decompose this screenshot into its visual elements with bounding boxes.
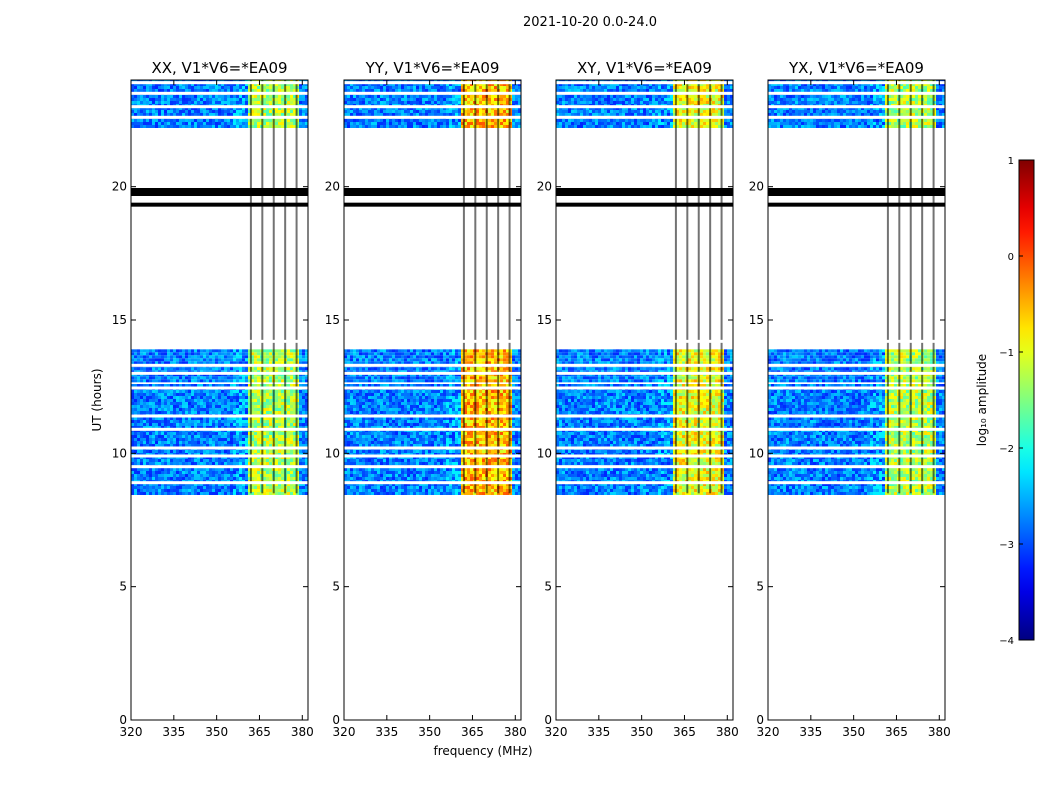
x-tick-label: 350	[842, 725, 865, 739]
y-tick-label: 10	[112, 446, 127, 460]
colorbar: 1 0 −1 −2 −3 −4	[999, 156, 1035, 647]
panel-frame	[343, 79, 522, 721]
x-tick-label: 365	[461, 725, 484, 739]
x-tick-label: 380	[504, 725, 527, 739]
x-tick-label: 335	[375, 725, 398, 739]
colorbar-tick-label: −2	[999, 444, 1014, 455]
x-tick-label: 365	[885, 725, 908, 739]
x-tick-label: 365	[248, 725, 271, 739]
y-tick-label: 0	[756, 713, 764, 727]
y-tick-label: 10	[325, 446, 340, 460]
y-tick-label: 5	[756, 580, 764, 594]
x-tick-label: 320	[757, 725, 780, 739]
y-tick-label: 15	[112, 313, 127, 327]
y-tick-label: 5	[119, 580, 127, 594]
x-tick-label: 320	[120, 725, 143, 739]
y-axis-label: UT (hours)	[90, 368, 104, 431]
x-tick-label: 335	[162, 725, 185, 739]
y-tick-label: 15	[325, 313, 340, 327]
panel-frame	[555, 79, 734, 721]
x-tick-label: 380	[928, 725, 951, 739]
x-tick-label: 350	[630, 725, 653, 739]
x-tick-label: 335	[587, 725, 610, 739]
x-axis-label: frequency (MHz)	[433, 744, 532, 758]
y-tick-label: 10	[537, 446, 552, 460]
x-tick-label: 365	[673, 725, 696, 739]
y-tick-label: 5	[332, 580, 340, 594]
spectrogram	[768, 80, 945, 495]
y-tick-label: 5	[544, 580, 552, 594]
panel-3: YX, V1*V6=*EA09 320 335 350 365 380 0 5 10 15 20	[749, 59, 951, 739]
y-tick-label: 0	[332, 713, 340, 727]
panel-2: XY, V1*V6=*EA09 320 335 350 365 380 0 5 10 15 20	[537, 59, 739, 739]
x-tick-label: 335	[799, 725, 822, 739]
x-tick-label: 320	[545, 725, 568, 739]
colorbar-tick-label: −3	[999, 540, 1014, 551]
panel-frame	[767, 79, 946, 721]
y-tick-label: 10	[749, 446, 764, 460]
y-tick-label: 20	[112, 180, 127, 194]
colorbar-tick-label: 1	[1008, 156, 1014, 167]
spectrogram	[556, 80, 733, 495]
colorbar-gradient	[1018, 159, 1035, 641]
colorbar-tick-label: −1	[999, 348, 1014, 359]
panel-1: YY, V1*V6=*EA09 320 335 350 365 380 0 5 10 15 20	[325, 59, 527, 739]
y-tick-label: 15	[749, 313, 764, 327]
y-tick-label: 0	[119, 713, 127, 727]
y-tick-label: 15	[537, 313, 552, 327]
spectrogram	[344, 80, 521, 495]
colorbar-tick-label: −4	[999, 636, 1014, 647]
spectrogram	[131, 80, 308, 495]
y-tick-label: 20	[325, 180, 340, 194]
y-tick-label: 20	[749, 180, 764, 194]
colorbar-tick-label: 0	[1008, 252, 1014, 263]
x-tick-label: 350	[418, 725, 441, 739]
panel-title: YY, V1*V6=*EA09	[365, 59, 500, 77]
y-tick-label: 0	[544, 713, 552, 727]
y-tick-label: 20	[537, 180, 552, 194]
x-tick-label: 380	[716, 725, 739, 739]
x-tick-label: 380	[291, 725, 314, 739]
panel-0: XX, V1*V6=*EA09 320 335 350 365 380 0 5 10 15 20	[112, 59, 314, 739]
figure-suptitle: 2021-10-20 0.0-24.0	[523, 15, 657, 30]
colorbar-label: log₁₀ amplitude	[975, 354, 989, 446]
panel-title: YX, V1*V6=*EA09	[788, 59, 924, 77]
panel-frame	[130, 79, 309, 721]
panel-title: XX, V1*V6=*EA09	[151, 59, 287, 77]
x-tick-label: 320	[333, 725, 356, 739]
panel-title: XY, V1*V6=*EA09	[577, 59, 712, 77]
x-tick-label: 350	[205, 725, 228, 739]
